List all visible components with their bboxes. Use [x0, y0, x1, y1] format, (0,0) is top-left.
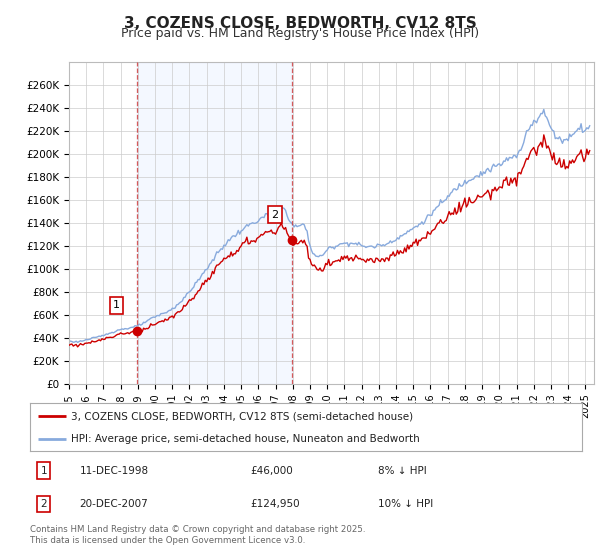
Text: £46,000: £46,000 — [251, 465, 293, 475]
Text: Contains HM Land Registry data © Crown copyright and database right 2025.
This d: Contains HM Land Registry data © Crown c… — [30, 525, 365, 545]
Text: 1: 1 — [40, 465, 47, 475]
Text: 3, COZENS CLOSE, BEDWORTH, CV12 8TS: 3, COZENS CLOSE, BEDWORTH, CV12 8TS — [124, 16, 476, 31]
Text: £124,950: £124,950 — [251, 499, 301, 509]
Bar — [137, 62, 292, 384]
Text: HPI: Average price, semi-detached house, Nuneaton and Bedworth: HPI: Average price, semi-detached house,… — [71, 434, 420, 444]
Text: 20-DEC-2007: 20-DEC-2007 — [80, 499, 148, 509]
Text: Price paid vs. HM Land Registry's House Price Index (HPI): Price paid vs. HM Land Registry's House … — [121, 27, 479, 40]
Text: 1: 1 — [113, 300, 120, 310]
Text: 2: 2 — [40, 499, 47, 509]
Text: 10% ↓ HPI: 10% ↓ HPI — [378, 499, 433, 509]
Text: 3, COZENS CLOSE, BEDWORTH, CV12 8TS (semi-detached house): 3, COZENS CLOSE, BEDWORTH, CV12 8TS (sem… — [71, 411, 413, 421]
Text: 2: 2 — [271, 209, 278, 220]
Text: 11-DEC-1998: 11-DEC-1998 — [80, 465, 149, 475]
Text: 8% ↓ HPI: 8% ↓ HPI — [378, 465, 427, 475]
